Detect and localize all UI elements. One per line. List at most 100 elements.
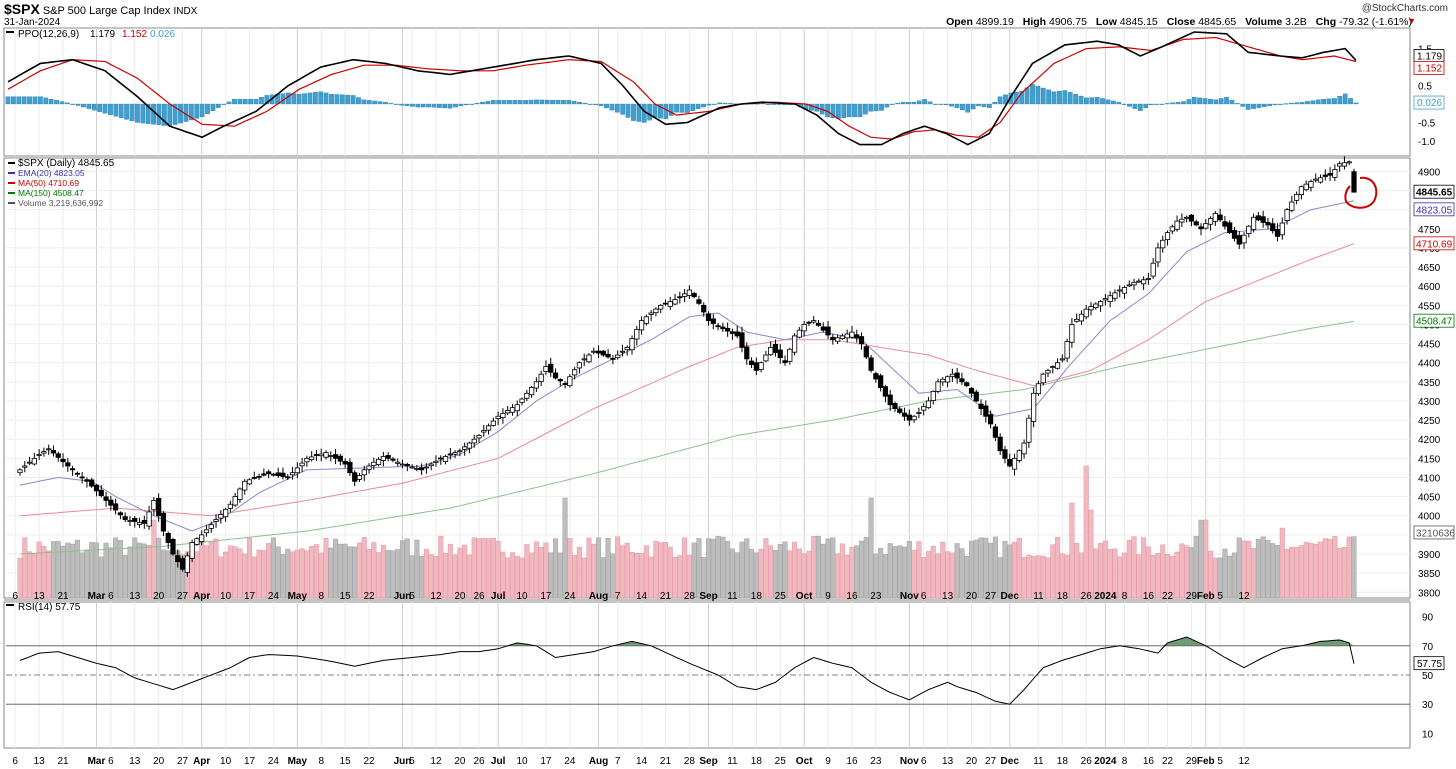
candle-body xyxy=(787,348,793,362)
candle-body xyxy=(638,320,645,331)
date-tick-label: 29 xyxy=(1186,591,1198,602)
candle-body xyxy=(959,378,965,383)
rsi-reference-lines xyxy=(6,645,1410,705)
volume-bar xyxy=(768,545,774,599)
ppo-histogram-bar xyxy=(1143,103,1149,108)
candle-body xyxy=(748,360,755,366)
candle-body xyxy=(227,503,233,509)
ppo-histogram-bar xyxy=(986,103,992,108)
volume-bar xyxy=(777,544,783,599)
date-tick-label: 23 xyxy=(870,591,882,602)
ppo-histogram-bar xyxy=(1353,102,1359,105)
ppo-histogram-bar xyxy=(1283,103,1289,105)
volume-bar xyxy=(1318,541,1324,599)
volume-bar xyxy=(624,542,630,599)
candle-body xyxy=(1212,213,1218,222)
candle-body xyxy=(50,449,57,454)
ppo-legend-hist: 0.026 xyxy=(150,29,175,40)
ppo-legend-ppo: 1.179 xyxy=(90,29,115,40)
candle-body xyxy=(514,404,520,412)
ppo-histogram-bar xyxy=(81,103,86,108)
ppo-histogram-bar xyxy=(215,103,221,108)
ppo-histogram-bar xyxy=(1100,98,1105,105)
volume-bar xyxy=(1260,536,1266,599)
candle-body xyxy=(1250,216,1257,230)
candle-body xyxy=(1193,221,1199,226)
ppo-histogram-bar xyxy=(658,103,663,119)
price-tick-label: 4300 xyxy=(1418,397,1441,408)
volume-bar xyxy=(763,538,769,599)
ppo-histogram-bar xyxy=(345,94,351,105)
price-legend-entry: Volume 3,219,636,992 xyxy=(18,198,103,208)
ppo-histogram-bar xyxy=(113,103,119,117)
price-tick-label: 4900 xyxy=(1418,167,1441,178)
date-tick-label: 28 xyxy=(684,591,696,602)
candle-body xyxy=(65,462,71,467)
candle-body xyxy=(79,476,85,479)
candle-body xyxy=(419,467,425,471)
candle-body xyxy=(667,301,673,307)
ppo-legend-signal: 1.152 xyxy=(122,29,147,40)
candle-body xyxy=(768,346,774,356)
candle-body xyxy=(1069,324,1075,343)
candle-body xyxy=(1308,181,1314,188)
ppo-histogram-bar xyxy=(523,100,528,105)
candle-body xyxy=(395,461,401,464)
volume-bar xyxy=(342,543,348,599)
ppo-histogram-bar xyxy=(1337,96,1343,105)
volume-bar xyxy=(333,538,339,599)
stockcharts-credit[interactable]: @StockCharts.com xyxy=(1361,3,1448,14)
candle-body xyxy=(901,412,908,417)
ppo-histogram-bar xyxy=(1019,90,1025,105)
ppo-histogram-bar xyxy=(1175,102,1181,105)
candle-body xyxy=(615,354,621,359)
candle-body xyxy=(318,453,324,457)
ppo-histogram-bar xyxy=(248,98,253,105)
volume-bar xyxy=(615,536,621,599)
rsi-value-tag: 57.75 xyxy=(1417,659,1442,670)
candle-body xyxy=(887,394,893,406)
date-tick-label: 12 xyxy=(430,756,442,767)
candle-body xyxy=(294,467,300,474)
price-tick-label: 4000 xyxy=(1418,512,1441,523)
candle-body xyxy=(1121,287,1128,294)
date-tick-label: Oct xyxy=(796,591,813,602)
date-tick-label: 7 xyxy=(615,756,621,767)
ppo-histogram-bar xyxy=(1224,97,1229,105)
price-tick-label: 4750 xyxy=(1418,225,1441,236)
ppo-histogram-bar xyxy=(1267,103,1273,106)
volume-bar xyxy=(165,550,171,599)
ppo-histogram-bar xyxy=(906,102,911,105)
candle-body xyxy=(925,400,932,409)
candle-body xyxy=(930,390,936,401)
symbol-title: $SPX S&P 500 Large Cap Index INDX xyxy=(4,1,197,17)
candle-body xyxy=(1141,279,1147,285)
ppo-histogram-bar xyxy=(361,99,367,105)
ppo-histogram-bar xyxy=(593,103,599,106)
ppo-histogram-bar xyxy=(172,103,178,125)
rsi-tick-label: 90 xyxy=(1422,613,1434,624)
date-tick-label: 27 xyxy=(985,756,997,767)
volume-bar xyxy=(605,537,611,599)
ppo-histogram-bar xyxy=(1148,103,1154,106)
volume-bar xyxy=(835,553,841,599)
candle-body xyxy=(1074,318,1080,322)
ppo-histogram-bar xyxy=(334,94,340,105)
price-value-tag-box xyxy=(1413,236,1455,251)
volume-bar xyxy=(27,551,33,599)
volume-bar xyxy=(1102,540,1108,599)
candle-body xyxy=(495,415,501,419)
ppo-histogram-bar xyxy=(582,102,588,105)
date-tick-label: May xyxy=(288,756,308,767)
date-tick-label: 26 xyxy=(473,756,485,767)
volume-bar xyxy=(1332,536,1338,599)
candle-body xyxy=(830,336,836,341)
candle-body xyxy=(662,302,669,305)
volume-bar xyxy=(720,536,726,599)
candle-body xyxy=(682,293,688,297)
candle-body xyxy=(1016,450,1022,461)
date-tick-label: 16 xyxy=(846,756,858,767)
candle-body xyxy=(552,372,559,379)
